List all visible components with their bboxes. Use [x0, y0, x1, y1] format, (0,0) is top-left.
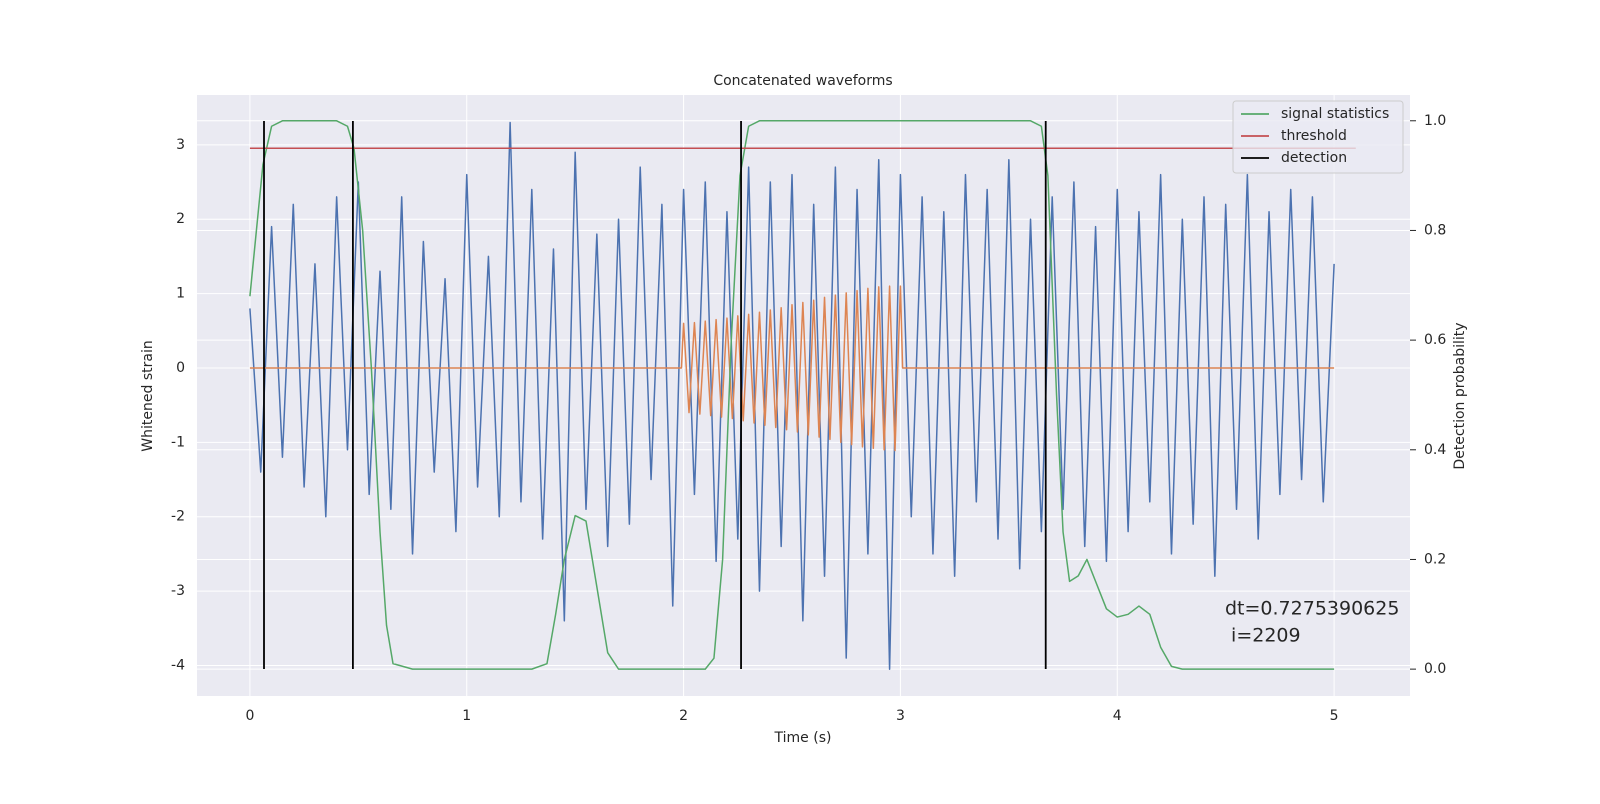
y-tick-label: 3 — [176, 137, 185, 153]
marks — [249, 120, 1356, 670]
y-tick-label: -2 — [171, 509, 185, 525]
y-tick-label: 0 — [176, 360, 185, 376]
y2-tick-label: 1.0 — [1424, 113, 1446, 129]
y-tick-label: -1 — [171, 434, 185, 450]
annotation: i=2209 — [1225, 625, 1301, 647]
ticks: 0 1 2 3 4 5 -4 -3 -2 -1 0 1 2 3 0.0 0.2 0.4 0.6 0.8 1.0 — [171, 113, 1446, 724]
y2-axis-label: Detection probability — [1452, 322, 1468, 469]
x-tick-label: 5 — [1330, 708, 1339, 724]
y2-tick-label: 0.8 — [1424, 222, 1446, 238]
y-axis-label: Whitened strain — [140, 340, 156, 451]
chart-title: Concatenated waveforms — [713, 73, 892, 89]
y-tick-label: 1 — [176, 286, 185, 302]
annotation: dt=0.7275390625 — [1225, 598, 1399, 620]
x-tick-label: 0 — [245, 708, 254, 724]
x-tick-label: 1 — [462, 708, 471, 724]
x-axis-label: Time (s) — [774, 730, 832, 746]
legend-label: signal statistics — [1281, 106, 1389, 122]
x-tick-label: 3 — [896, 708, 905, 724]
y2-tick-label: 0.0 — [1424, 661, 1446, 677]
series-line — [249, 285, 1335, 452]
legend-label: detection — [1281, 150, 1347, 166]
x-tick-label: 2 — [679, 708, 688, 724]
x-tick-label: 4 — [1113, 708, 1122, 724]
legend: signal statistics threshold detection — [1232, 100, 1404, 174]
y-tick-label: -4 — [171, 658, 185, 674]
y-tick-label: -3 — [171, 583, 185, 599]
series-line — [249, 121, 1335, 670]
legend-box — [1232, 100, 1404, 174]
y2-tick-label: 0.2 — [1424, 551, 1446, 567]
series-line — [249, 120, 1335, 670]
y-tick-label: 2 — [176, 211, 185, 227]
y2-tick-label: 0.4 — [1424, 442, 1446, 458]
y2-tick-label: 0.6 — [1424, 332, 1446, 348]
legend-label: threshold — [1281, 128, 1347, 144]
